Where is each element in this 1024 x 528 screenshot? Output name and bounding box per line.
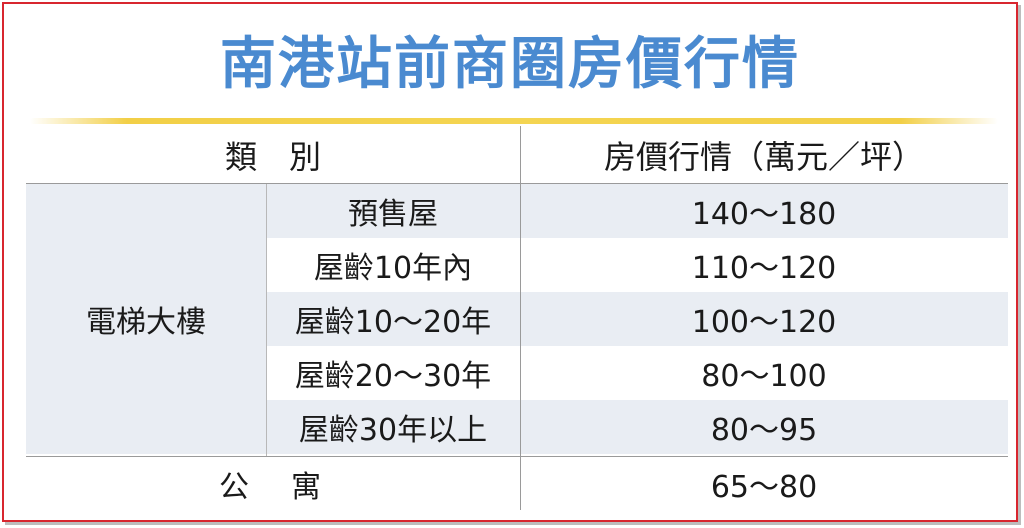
header-price: 房價行情（萬元／坪） xyxy=(603,138,924,176)
table-row-type: 屋齡10～20年 xyxy=(294,305,492,340)
title-underline xyxy=(30,118,998,124)
table-row-type: 屋齡20～30年 xyxy=(294,359,492,394)
infographic-frame: 南港站前商圈房價行情 類 別 房價行情（萬元／坪） 電梯大樓 預售屋 140～1… xyxy=(2,2,1018,522)
header-divider xyxy=(26,183,1008,184)
subcolumn-divider xyxy=(266,184,267,456)
page-title: 南港站前商圈房價行情 xyxy=(220,32,800,97)
column-divider xyxy=(520,126,521,510)
row-band xyxy=(266,400,1008,454)
table-row-price: 80～95 xyxy=(710,413,818,448)
group-divider xyxy=(26,456,1008,457)
table-row-type: 屋齡30年以上 xyxy=(298,413,488,448)
row-band xyxy=(266,292,1008,346)
price-table: 類 別 房價行情（萬元／坪） 電梯大樓 預售屋 140～180 屋齡10年內 1… xyxy=(26,126,1008,510)
group-band-left xyxy=(26,184,266,454)
table-row-type: 屋齡10年內 xyxy=(313,251,473,286)
table-row-price: 80～100 xyxy=(701,359,827,394)
table-row-type: 公 寓 xyxy=(219,470,327,505)
table-row-price: 100～120 xyxy=(691,305,837,340)
table-row-price: 140～180 xyxy=(691,197,837,232)
group-label: 電梯大樓 xyxy=(86,305,206,340)
header-category: 類 別 xyxy=(224,138,321,176)
table-row-price: 65～80 xyxy=(710,470,818,505)
table-row-type: 預售屋 xyxy=(348,197,438,232)
table-row-price: 110～120 xyxy=(691,251,837,286)
